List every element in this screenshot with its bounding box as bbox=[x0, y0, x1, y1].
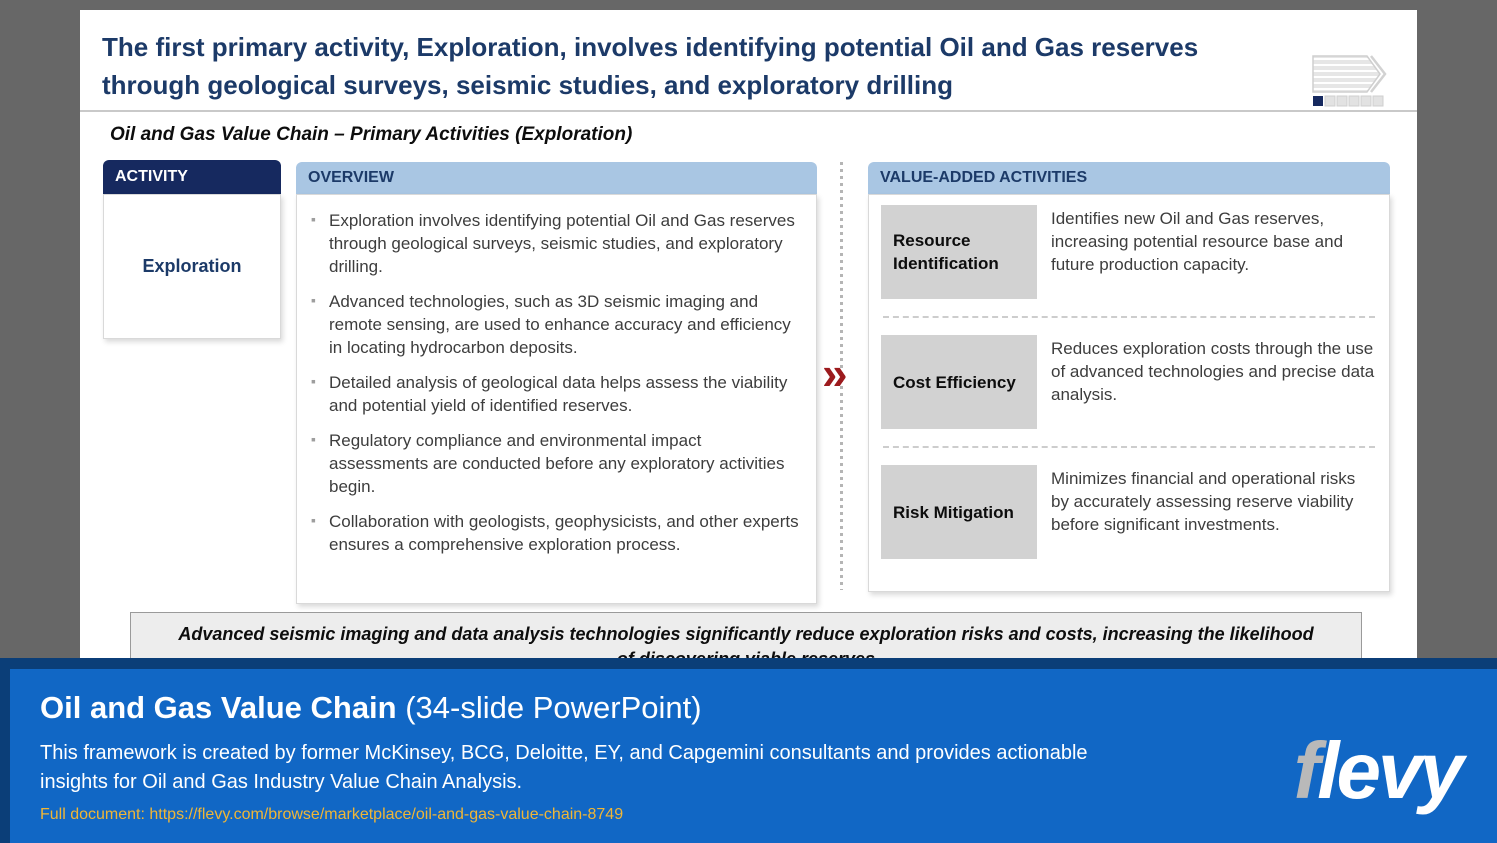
dotted-divider bbox=[840, 162, 843, 590]
document-title-name: Oil and Gas Value Chain bbox=[40, 690, 397, 725]
powerpoint-slide: The first primary activity, Exploration,… bbox=[80, 10, 1417, 843]
activity-header: ACTIVITY bbox=[103, 160, 281, 194]
flevy-logo: flevy bbox=[1294, 731, 1464, 811]
title-divider bbox=[80, 110, 1417, 112]
full-document-label: Full document: bbox=[40, 806, 150, 823]
value-added-row: Cost Efficiency Reduces exploration cost… bbox=[881, 335, 1377, 429]
document-title: Oil and Gas Value Chain (34-slide PowerP… bbox=[40, 690, 1497, 726]
overview-bullet-list: Exploration involves identifying potenti… bbox=[307, 208, 804, 556]
overview-bullet: Collaboration with geologists, geophysic… bbox=[307, 509, 804, 556]
value-added-label: Cost Efficiency bbox=[881, 335, 1037, 429]
overview-body: Exploration involves identifying potenti… bbox=[296, 194, 817, 604]
full-document-line: Full document: https://flevy.com/browse/… bbox=[40, 806, 1497, 824]
value-added-body: Resource Identification Identifies new O… bbox=[868, 194, 1390, 592]
activity-body: Exploration bbox=[103, 194, 281, 339]
value-added-description: Minimizes financial and operational risk… bbox=[1051, 469, 1356, 534]
value-chain-arrow-icon bbox=[1311, 54, 1393, 113]
document-description: This framework is created by former McKi… bbox=[40, 742, 1088, 793]
dashed-separator bbox=[883, 316, 1375, 318]
full-document-link[interactable]: https://flevy.com/browse/marketplace/oil… bbox=[149, 806, 624, 823]
value-added-row: Resource Identification Identifies new O… bbox=[881, 205, 1377, 299]
document-title-suffix: (34-slide PowerPoint) bbox=[396, 690, 702, 725]
flevy-logo-f: f bbox=[1293, 726, 1321, 815]
value-added-label: Risk Mitigation bbox=[881, 465, 1037, 559]
flevy-logo-rest: levy bbox=[1317, 726, 1464, 815]
value-added-header: VALUE-ADDED ACTIVITIES bbox=[868, 162, 1390, 194]
dashed-separator bbox=[883, 446, 1375, 448]
flow-chevron-icon: » bbox=[822, 347, 848, 399]
value-added-label: Resource Identification bbox=[881, 205, 1037, 299]
slide-subtitle: Oil and Gas Value Chain – Primary Activi… bbox=[110, 124, 633, 145]
overview-header: OVERVIEW bbox=[296, 162, 817, 194]
overview-bullet: Regulatory compliance and environmental … bbox=[307, 428, 804, 498]
value-added-description: Identifies new Oil and Gas reserves, inc… bbox=[1051, 209, 1344, 274]
flevy-promo-banner: Oil and Gas Value Chain (34-slide PowerP… bbox=[0, 658, 1497, 843]
banner-content: Oil and Gas Value Chain (34-slide PowerP… bbox=[10, 669, 1497, 843]
overview-bullet: Detailed analysis of geological data hel… bbox=[307, 370, 804, 417]
value-added-description: Reduces exploration costs through the us… bbox=[1051, 339, 1375, 404]
value-added-panel: VALUE-ADDED ACTIVITIES Resource Identifi… bbox=[868, 162, 1390, 592]
overview-bullet: Advanced technologies, such as 3D seismi… bbox=[307, 289, 804, 359]
overview-panel: OVERVIEW Exploration involves identifyin… bbox=[296, 162, 817, 604]
slide-title: The first primary activity, Exploration,… bbox=[102, 32, 1199, 100]
overview-bullet: Exploration involves identifying potenti… bbox=[307, 208, 804, 278]
activity-name: Exploration bbox=[142, 256, 242, 276]
activity-column: ACTIVITY Exploration bbox=[103, 160, 281, 339]
value-added-row: Risk Mitigation Minimizes financial and … bbox=[881, 465, 1377, 559]
